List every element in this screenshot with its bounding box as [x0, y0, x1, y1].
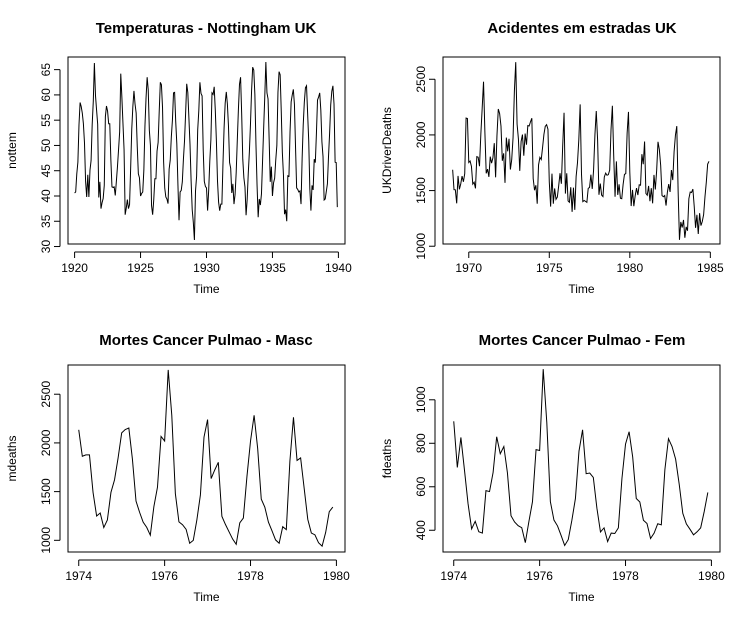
y-tick-label: 2500 [39, 381, 53, 408]
y-axis-label: nottem [5, 132, 19, 169]
y-tick-label: 2000 [414, 121, 428, 148]
y-tick-label: 800 [414, 433, 428, 453]
x-axis-label: Time [193, 282, 220, 296]
plot-frame [67, 56, 346, 245]
chart-panel-2: Acidentes em estradas UK 1970 1975 1980 1985… [380, 20, 724, 296]
x-tick-label: 1980 [616, 261, 643, 275]
chart-panel-4: Mortes Cancer Pulmao - Fem 1974 1976 1978 19… [380, 332, 725, 604]
y-tick-label: 1000 [414, 233, 428, 260]
x-axis-label: Time [568, 282, 595, 296]
chart-title: Mortes Cancer Pulmao - Fem [479, 332, 686, 349]
chart-title: Acidentes em estradas UK [487, 20, 676, 37]
y-tick-label: 30 [39, 240, 53, 254]
y-tick-label: 40 [39, 189, 53, 203]
chart-title: Mortes Cancer Pulmao - Masc [99, 332, 312, 349]
y-tick-label: 55 [39, 113, 53, 127]
y-axis-label: mdeaths [5, 435, 19, 481]
x-tick-label: 1930 [193, 261, 220, 275]
x-axis-label: Time [193, 590, 220, 604]
series-line [453, 369, 709, 547]
y-tick-label: 2000 [39, 429, 53, 456]
y-tick-label: 2500 [414, 66, 428, 93]
x-tick-label: 1975 [536, 261, 563, 275]
series-line [74, 62, 338, 240]
plot-frame [442, 56, 721, 245]
series-line [452, 62, 710, 240]
x-tick-label: 1976 [151, 569, 178, 583]
series-line [78, 369, 334, 548]
y-tick-label: 600 [414, 476, 428, 496]
x-tick-label: 1976 [526, 569, 553, 583]
x-tick-label: 1925 [127, 261, 154, 275]
y-axis-label: fdeaths [380, 439, 394, 478]
x-tick-label: 1978 [237, 569, 264, 583]
plot-frame [442, 364, 721, 553]
y-tick-label: 1000 [414, 386, 428, 413]
chart-panel-3: Mortes Cancer Pulmao - Masc 1974 1976 1978 1… [5, 332, 350, 604]
y-tick-label: 1000 [39, 527, 53, 554]
y-axis-label: UKDriverDeaths [380, 107, 394, 194]
y-tick-label: 1500 [414, 177, 428, 204]
x-tick-label: 1970 [455, 261, 482, 275]
x-axis-label: Time [568, 590, 595, 604]
y-tick-label: 65 [39, 63, 53, 77]
x-tick-label: 1974 [65, 569, 92, 583]
chart-panel-1: Temperaturas - Nottingham UK 1920 1925 1930… [5, 20, 352, 296]
x-tick-label: 1985 [697, 261, 724, 275]
y-tick-label: 35 [39, 214, 53, 228]
y-tick-label: 60 [39, 88, 53, 102]
x-tick-label: 1974 [440, 569, 467, 583]
y-tick-label: 45 [39, 164, 53, 178]
plot-frame [67, 364, 346, 553]
x-tick-label: 1978 [612, 569, 639, 583]
x-tick-label: 1940 [325, 261, 352, 275]
y-tick-label: 400 [414, 520, 428, 540]
x-tick-label: 1980 [698, 569, 725, 583]
x-tick-label: 1980 [323, 569, 350, 583]
chart-title: Temperaturas - Nottingham UK [96, 20, 317, 37]
y-tick-label: 50 [39, 138, 53, 152]
x-tick-label: 1920 [61, 261, 88, 275]
y-tick-label: 1500 [39, 478, 53, 505]
x-tick-label: 1935 [259, 261, 286, 275]
